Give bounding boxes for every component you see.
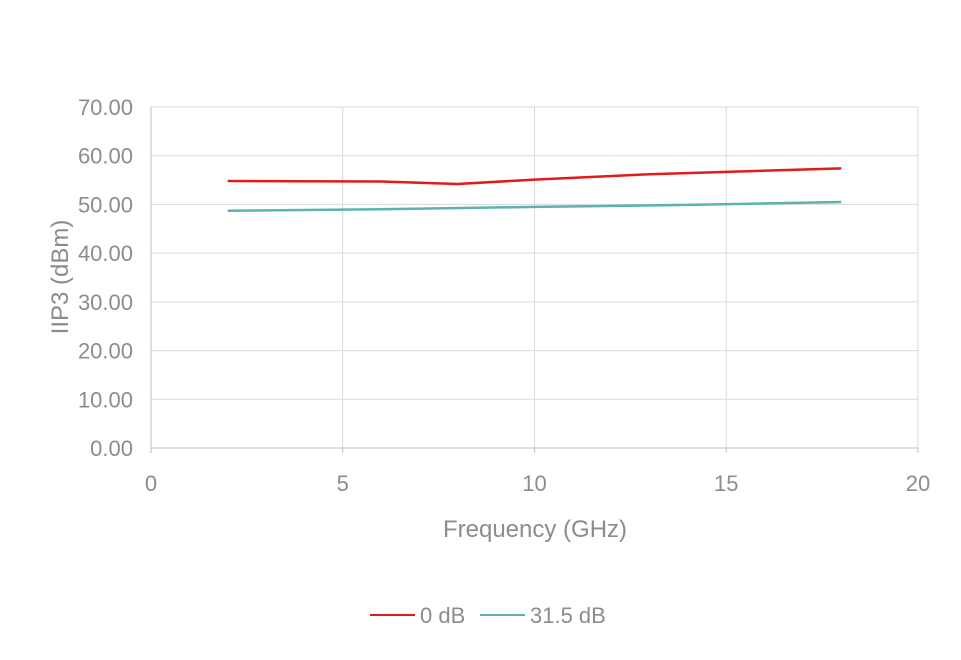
y-axis-title: IIP3 (dBm) — [47, 220, 74, 335]
legend-label-0-db: 0 dB — [420, 603, 465, 628]
series-line-31-5-db — [227, 200, 842, 213]
x-tick-label: 0 — [145, 471, 157, 496]
y-tick-label: 30.00 — [78, 290, 133, 315]
grid — [151, 106, 919, 448]
y-tick-label: 0.00 — [90, 436, 133, 461]
tick-labels: 0.00 10.00 20.00 30.00 40.00 50.00 60.00 70.00 0… — [78, 95, 930, 496]
x-tick-label: 20 — [906, 471, 930, 496]
series-line-0-db — [227, 167, 842, 186]
x-tick-label: 5 — [337, 471, 349, 496]
x-tick-label: 10 — [522, 471, 546, 496]
y-tick-label: 40.00 — [78, 241, 133, 266]
y-tick-label: 10.00 — [78, 387, 133, 412]
y-tick-label: 20.00 — [78, 339, 133, 364]
y-tick-label: 50.00 — [78, 192, 133, 217]
y-tick-label: 60.00 — [78, 144, 133, 169]
plot-area — [227, 167, 842, 213]
axes — [150, 107, 919, 453]
x-axis-title: Frequency (GHz) — [443, 516, 627, 543]
legend: 0 dB 31.5 dB — [370, 603, 606, 628]
x-tick-label: 15 — [714, 471, 738, 496]
y-tick-label: 70.00 — [78, 95, 133, 120]
legend-label-31-5-db: 31.5 dB — [530, 603, 606, 628]
